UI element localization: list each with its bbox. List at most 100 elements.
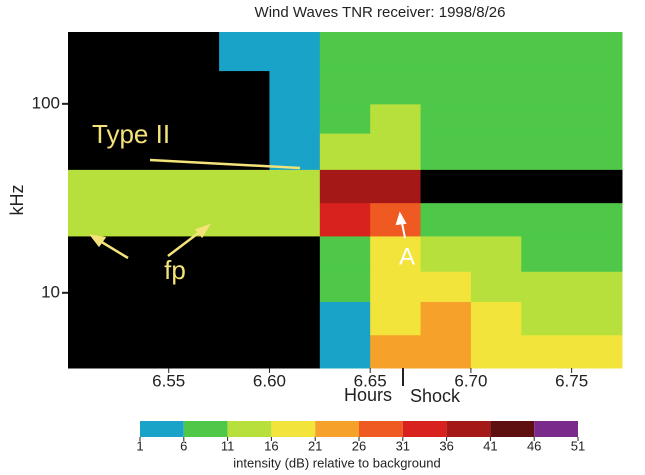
cell [219, 271, 270, 302]
cell [68, 334, 119, 369]
x-tick-label: 6.70 [454, 371, 487, 390]
annotation: fp [164, 255, 186, 285]
cell [68, 169, 119, 204]
cell [470, 301, 522, 336]
a-arrow [395, 211, 407, 239]
cell [521, 169, 573, 204]
cell [571, 103, 623, 134]
cell [470, 32, 522, 72]
colorbar-tick-label: 51 [571, 438, 585, 453]
y-axis-label: kHz [7, 185, 27, 216]
cell [219, 169, 270, 204]
cell [68, 133, 119, 170]
cell [319, 133, 371, 170]
cell [470, 235, 522, 272]
cell [269, 169, 321, 204]
x-axis-label: Hours [344, 385, 392, 405]
chart-title: Wind Waves TNR receiver: 1998/8/26 [255, 4, 506, 21]
cell [219, 32, 270, 72]
colorbar-segment [183, 421, 228, 437]
cell [319, 32, 371, 72]
cell [470, 103, 522, 134]
cell [319, 103, 371, 134]
cell [269, 70, 321, 105]
colorbar-segment [446, 421, 491, 437]
cell [168, 70, 220, 105]
cell [118, 301, 170, 336]
cell [571, 271, 623, 302]
y-tick-label: 10 [41, 282, 60, 301]
cell [521, 70, 573, 105]
cell [269, 202, 321, 237]
cell [219, 301, 270, 336]
colorbar-tick-label: 41 [483, 438, 497, 453]
colorbar-tick-label: 36 [439, 438, 453, 453]
colorbar-segment [315, 421, 359, 437]
cell [571, 301, 623, 336]
colorbar-label: intensity (dB) relative to background [233, 455, 440, 470]
cell [118, 202, 170, 237]
cell [571, 334, 623, 369]
colorbar-tick-label: 6 [180, 438, 187, 453]
cell [219, 334, 270, 369]
colorbar-segment [227, 421, 272, 437]
plot-area [68, 32, 623, 369]
cell [118, 169, 170, 204]
colorbar-segment [490, 421, 535, 437]
cell [420, 271, 472, 302]
cell [219, 103, 270, 134]
colorbar-tick-label: 46 [527, 438, 541, 453]
cell [571, 235, 623, 272]
cell [168, 235, 220, 272]
cell [420, 70, 472, 105]
cell [470, 133, 522, 170]
annotation: Shock [410, 386, 461, 406]
cell [319, 202, 371, 237]
x-tick-label: 6.75 [555, 371, 588, 390]
cell [219, 202, 270, 237]
cell [420, 32, 472, 72]
colorbar-tick-label: 31 [396, 438, 410, 453]
cell [420, 169, 472, 204]
cell [370, 169, 422, 204]
colorbar-segment [534, 421, 578, 437]
cell [571, 202, 623, 237]
cell [269, 32, 321, 72]
cell [168, 301, 220, 336]
cell [168, 334, 220, 369]
colorbar-tick-label: 11 [221, 438, 235, 453]
x-tick-label: 6.55 [152, 371, 185, 390]
cell [269, 133, 321, 170]
cell [521, 32, 573, 72]
annotation: Type II [92, 119, 170, 149]
annotation-arrows [89, 158, 301, 260]
colorbar-segment [271, 421, 316, 437]
colorbar-tick-label: 21 [308, 438, 322, 453]
cell [269, 271, 321, 302]
cell [571, 133, 623, 170]
cell [470, 271, 522, 302]
cell [370, 235, 422, 272]
cell [521, 334, 573, 369]
cell [370, 334, 422, 369]
cell [269, 334, 321, 369]
cell [521, 271, 573, 302]
cell [370, 202, 422, 237]
cell [420, 202, 472, 237]
cell [168, 271, 220, 302]
cell [319, 169, 371, 204]
cell [319, 334, 371, 369]
cell [319, 271, 371, 302]
cell [319, 235, 371, 272]
cell [420, 334, 472, 369]
cell [168, 202, 220, 237]
cell [420, 103, 472, 134]
annotation: A [399, 243, 415, 270]
cell [68, 271, 119, 302]
cell [370, 301, 422, 336]
cell [521, 301, 573, 336]
cell [118, 133, 170, 170]
cell [118, 235, 170, 272]
cell [68, 32, 119, 72]
cell [521, 202, 573, 237]
